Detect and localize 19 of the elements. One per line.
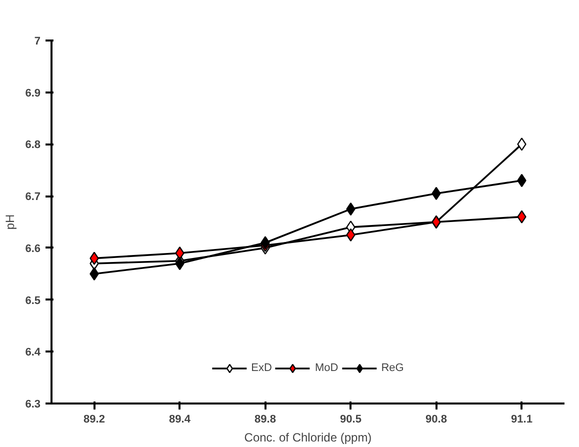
- legend-label: MoD: [314, 362, 338, 374]
- y-tick-label: 6.5: [25, 294, 41, 307]
- x-tick-label: 91.1: [511, 414, 532, 426]
- legend-label: ExD: [251, 362, 272, 374]
- y-axis-title: pH: [3, 214, 18, 230]
- y-tick-label: 6.6: [25, 242, 41, 255]
- x-tick-label: 89.2: [84, 414, 105, 426]
- y-tick-label: 6.3: [25, 398, 41, 410]
- y-tick-label: 6.7: [25, 191, 41, 204]
- y-tick-label: 6.9: [25, 87, 41, 100]
- x-tick-label: 90.5: [340, 414, 362, 426]
- y-tick-label: 6.8: [25, 139, 41, 152]
- x-tick-label: 89.4: [169, 414, 192, 426]
- x-tick-label: 90.8: [426, 414, 447, 426]
- y-tick-label: 6.4: [25, 346, 42, 359]
- x-tick-label: 89.8: [254, 414, 276, 426]
- x-axis-title: Conc. of Chloride (ppm): [244, 430, 372, 444]
- y-tick-label: 7: [34, 36, 41, 48]
- legend-label: ReG: [381, 362, 404, 374]
